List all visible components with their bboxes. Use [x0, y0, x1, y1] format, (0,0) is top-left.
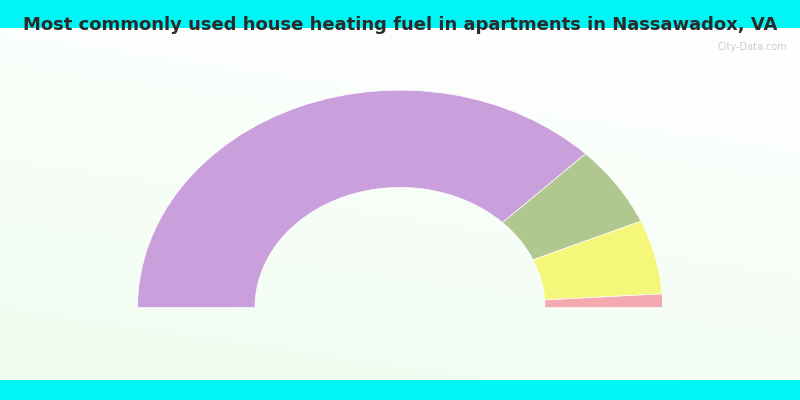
Wedge shape — [533, 221, 662, 300]
Wedge shape — [502, 154, 641, 260]
Wedge shape — [545, 294, 662, 308]
Text: City-Data.com: City-Data.com — [718, 42, 787, 52]
Wedge shape — [138, 90, 586, 308]
Text: Most commonly used house heating fuel in apartments in Nassawadox, VA: Most commonly used house heating fuel in… — [23, 16, 777, 34]
